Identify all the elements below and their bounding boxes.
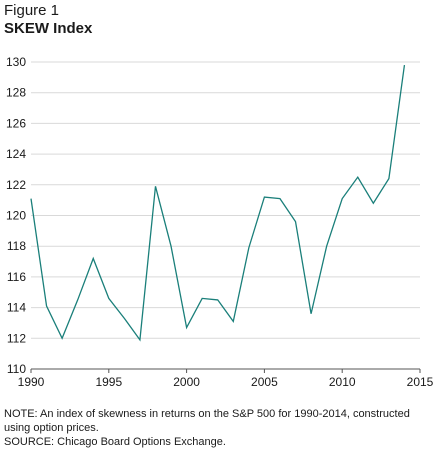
y-tick-label-118: 118 bbox=[7, 239, 26, 253]
x-tick-label-2000: 2000 bbox=[173, 375, 200, 389]
y-tick-label-130: 130 bbox=[6, 55, 26, 69]
y-tick-label-126: 126 bbox=[6, 116, 26, 130]
note-text: NOTE: An index of skewness in returns on… bbox=[4, 408, 410, 434]
source-text: SOURCE: Chicago Board Options Exchange. bbox=[4, 436, 226, 448]
notes-block: NOTE: An index of skewness in returns on… bbox=[4, 407, 436, 449]
x-tick-label-2015: 2015 bbox=[407, 375, 434, 389]
y-tick-label-128: 128 bbox=[6, 86, 26, 100]
chart-title: SKEW Index bbox=[4, 20, 93, 37]
skew-series-line bbox=[30, 64, 406, 342]
y-axis-ticks: 110 112 114 116 118 120 122 124 126 128 130 bbox=[6, 55, 26, 376]
gridlines bbox=[31, 61, 420, 370]
y-tick-label-114: 114 bbox=[7, 301, 26, 315]
y-tick-label-124: 124 bbox=[6, 147, 26, 161]
x-axis-ticks: 1990 1995 2000 2005 2010 2015 bbox=[18, 369, 434, 389]
x-tick-label-2005: 2005 bbox=[251, 375, 278, 389]
y-tick-label-120: 120 bbox=[6, 209, 26, 223]
x-tick-label-1990: 1990 bbox=[18, 375, 45, 389]
y-tick-label-116: 116 bbox=[7, 270, 26, 284]
figure-label: Figure 1 bbox=[4, 2, 60, 19]
y-tick-label-110: 110 bbox=[7, 362, 26, 376]
series-layer bbox=[30, 64, 406, 342]
y-tick-label-122: 122 bbox=[6, 178, 26, 192]
y-tick-label-112: 112 bbox=[7, 331, 26, 345]
x-tick-label-1995: 1995 bbox=[95, 375, 122, 389]
x-tick-label-2010: 2010 bbox=[329, 375, 356, 389]
